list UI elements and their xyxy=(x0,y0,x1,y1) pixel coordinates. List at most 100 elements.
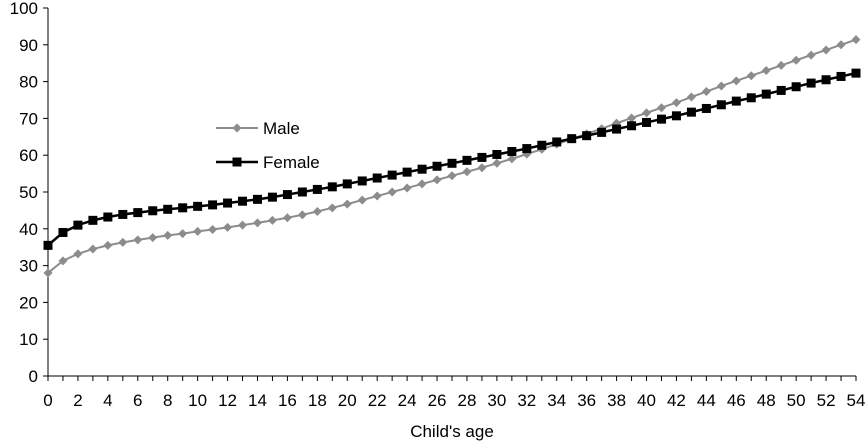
data-point xyxy=(447,171,457,181)
series-male xyxy=(43,35,861,278)
data-point xyxy=(462,167,472,177)
data-point xyxy=(462,155,472,165)
x-tick-label: 0 xyxy=(43,391,52,410)
data-point xyxy=(327,203,337,213)
data-point xyxy=(806,78,816,88)
data-point xyxy=(432,175,442,185)
data-point xyxy=(342,199,352,209)
data-point xyxy=(252,194,262,204)
data-point xyxy=(776,85,786,95)
legend-label: Male xyxy=(263,119,300,138)
data-point xyxy=(492,158,502,168)
y-tick-label: 60 xyxy=(19,146,38,165)
data-point xyxy=(716,100,726,110)
x-ticks: 0 2 4 6 8 10 12 14 16 18 20 22 24 26 28 30 32 34 36 38 40 42 4… xyxy=(43,376,865,410)
legend-marker xyxy=(232,157,242,167)
data-point xyxy=(178,203,188,213)
legend-item: Female xyxy=(216,153,320,172)
y-tick-label: 70 xyxy=(19,109,38,128)
x-tick-label: 36 xyxy=(577,391,596,410)
data-point xyxy=(567,134,577,144)
x-tick-label: 48 xyxy=(757,391,776,410)
data-point xyxy=(267,215,277,225)
data-point xyxy=(193,226,203,236)
data-point xyxy=(387,170,397,180)
data-point xyxy=(238,220,248,230)
data-point xyxy=(118,209,128,219)
x-tick-label: 14 xyxy=(248,391,267,410)
x-tick-label: 50 xyxy=(787,391,806,410)
x-tick-label: 18 xyxy=(308,391,327,410)
data-point xyxy=(402,167,412,177)
x-tick-label: 32 xyxy=(517,391,536,410)
series-layer xyxy=(43,35,861,278)
data-point xyxy=(312,184,322,194)
x-axis-label: Child's age xyxy=(410,422,494,441)
data-point xyxy=(731,76,741,86)
data-point xyxy=(357,176,367,186)
x-tick-label: 16 xyxy=(278,391,297,410)
x-tick-label: 34 xyxy=(547,391,566,410)
data-point xyxy=(43,240,53,250)
data-point xyxy=(477,152,487,162)
data-point xyxy=(73,220,83,230)
legend-item: Male xyxy=(216,119,300,138)
data-point xyxy=(163,204,173,214)
data-point xyxy=(238,196,248,206)
data-point xyxy=(537,140,547,150)
data-point xyxy=(851,35,861,45)
data-point xyxy=(163,230,173,240)
data-point xyxy=(357,195,367,205)
axes xyxy=(47,8,856,377)
data-point xyxy=(656,103,666,113)
y-tick-label: 0 xyxy=(29,367,38,386)
data-point xyxy=(821,45,831,55)
data-point xyxy=(507,154,517,164)
x-tick-label: 52 xyxy=(817,391,836,410)
legend: Male Female xyxy=(216,119,320,172)
data-point xyxy=(432,161,442,171)
data-point xyxy=(671,111,681,121)
y-ticks: 0 10 20 30 40 50 60 70 80 90 100 xyxy=(10,0,48,386)
data-point xyxy=(282,213,292,223)
data-point xyxy=(118,237,128,247)
series-female xyxy=(43,68,861,250)
legend-label: Female xyxy=(263,153,320,172)
data-point xyxy=(701,103,711,113)
y-tick-label: 80 xyxy=(19,73,38,92)
y-tick-label: 100 xyxy=(10,0,38,18)
data-point xyxy=(851,68,861,78)
data-point xyxy=(103,212,113,222)
x-tick-label: 26 xyxy=(428,391,447,410)
y-tick-label: 30 xyxy=(19,257,38,276)
data-point xyxy=(133,235,143,245)
data-point xyxy=(716,81,726,91)
data-point xyxy=(447,158,457,168)
data-point xyxy=(671,98,681,108)
data-point xyxy=(552,137,562,147)
data-point xyxy=(208,225,218,235)
x-tick-label: 4 xyxy=(103,391,112,410)
data-point xyxy=(417,179,427,189)
data-point xyxy=(522,144,532,154)
data-point xyxy=(597,127,607,137)
data-point xyxy=(208,200,218,210)
x-tick-label: 10 xyxy=(188,391,207,410)
y-tick-label: 50 xyxy=(19,183,38,202)
data-point xyxy=(731,96,741,106)
data-point xyxy=(836,71,846,81)
data-point xyxy=(88,215,98,225)
data-point xyxy=(686,92,696,102)
data-point xyxy=(58,256,68,266)
data-point xyxy=(507,147,517,157)
x-tick-label: 22 xyxy=(368,391,387,410)
data-point xyxy=(297,210,307,220)
data-point xyxy=(282,190,292,200)
data-point xyxy=(402,183,412,193)
data-point xyxy=(387,187,397,197)
data-point xyxy=(642,108,652,118)
data-point xyxy=(627,121,637,131)
x-tick-label: 20 xyxy=(338,391,357,410)
data-point xyxy=(58,227,68,237)
